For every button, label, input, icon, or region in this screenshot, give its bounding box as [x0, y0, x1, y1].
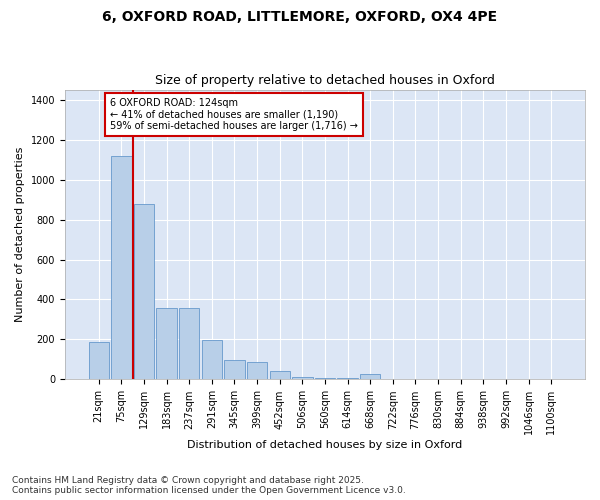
- Bar: [224, 360, 245, 380]
- Y-axis label: Number of detached properties: Number of detached properties: [15, 147, 25, 322]
- Bar: [202, 340, 222, 380]
- Bar: [360, 374, 380, 380]
- Bar: [157, 308, 177, 380]
- Bar: [337, 378, 358, 380]
- Text: 6 OXFORD ROAD: 124sqm
← 41% of detached houses are smaller (1,190)
59% of semi-d: 6 OXFORD ROAD: 124sqm ← 41% of detached …: [110, 98, 358, 132]
- Text: Contains HM Land Registry data © Crown copyright and database right 2025.
Contai: Contains HM Land Registry data © Crown c…: [12, 476, 406, 495]
- Bar: [179, 308, 199, 380]
- Title: Size of property relative to detached houses in Oxford: Size of property relative to detached ho…: [155, 74, 495, 87]
- Bar: [111, 156, 131, 380]
- Bar: [292, 377, 313, 380]
- X-axis label: Distribution of detached houses by size in Oxford: Distribution of detached houses by size …: [187, 440, 463, 450]
- Text: 6, OXFORD ROAD, LITTLEMORE, OXFORD, OX4 4PE: 6, OXFORD ROAD, LITTLEMORE, OXFORD, OX4 …: [103, 10, 497, 24]
- Bar: [134, 204, 154, 380]
- Bar: [315, 378, 335, 380]
- Bar: [247, 362, 267, 380]
- Bar: [269, 372, 290, 380]
- Bar: [89, 342, 109, 380]
